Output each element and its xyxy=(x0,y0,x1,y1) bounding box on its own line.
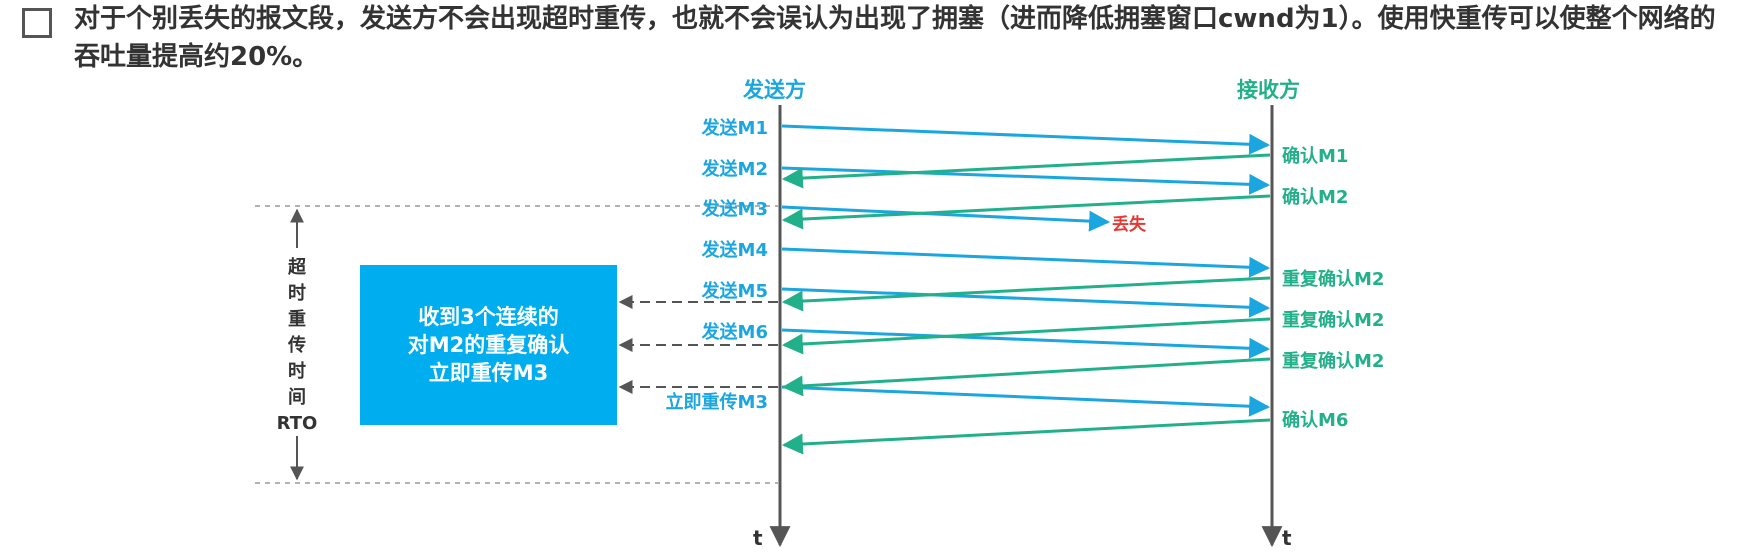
timeout-char: 传 xyxy=(288,335,306,356)
timeout-char: 时 xyxy=(288,361,306,382)
fast-retransmit-box: 收到3个连续的 对M2的重复确认 立即重传M3 xyxy=(360,265,617,425)
send-arrow-m5 xyxy=(781,287,1271,318)
timeout-char: 超 xyxy=(288,257,306,278)
timeout-label: 超 时 重 传 时 间 RTO xyxy=(274,255,320,437)
intro-text: 对于个别丢失的报文段，发送方不会出现超时重传，也就不会误认为出现了拥塞（进而降低… xyxy=(74,4,1716,72)
send-arrow-m3-lost xyxy=(781,205,1111,232)
send-label: 发送M6 xyxy=(701,322,768,343)
ack-label: 确认M1 xyxy=(1282,146,1349,167)
receiver-title: 接收方 xyxy=(1237,78,1300,102)
time-label-sender: t xyxy=(753,526,763,550)
send-label: 立即重传M3 xyxy=(665,392,768,413)
ack-label: 确认M2 xyxy=(1282,187,1349,208)
box-line: 收到3个连续的 xyxy=(418,305,559,329)
timeout-char: 重 xyxy=(288,309,306,330)
time-label-receiver: t xyxy=(1282,526,1292,550)
ack-label: 重复确认M2 xyxy=(1282,310,1385,331)
ack-arrow-m6 xyxy=(781,418,1271,455)
send-label: 发送M1 xyxy=(701,118,768,139)
timeout-rto: RTO xyxy=(276,413,318,434)
sender-title: 发送方 xyxy=(743,78,806,102)
ack-arrow-m2 xyxy=(781,194,1271,230)
ack-arrow-dup-2 xyxy=(781,317,1271,355)
box-line: 立即重传M3 xyxy=(428,361,549,385)
send-label: 发送M2 xyxy=(701,159,768,180)
send-label: 发送M4 xyxy=(701,240,768,261)
send-label: 发送M5 xyxy=(701,281,768,302)
ack-arrow-dup-1 xyxy=(781,276,1271,312)
timeout-char: 时 xyxy=(288,283,306,304)
ack-arrow-m1 xyxy=(781,153,1271,189)
send-label: 发送M3 xyxy=(701,199,768,220)
box-line: 对M2的重复确认 xyxy=(407,333,570,357)
send-arrow-m2 xyxy=(781,166,1271,195)
lost-label: 丢失 xyxy=(1112,215,1146,235)
send-arrow-m1 xyxy=(781,124,1271,155)
send-arrow-m4 xyxy=(781,247,1271,278)
ack-label: 重复确认M2 xyxy=(1282,351,1385,372)
send-arrow-m6 xyxy=(781,328,1271,359)
timeout-char: 间 xyxy=(288,387,306,408)
ack-label: 确认M6 xyxy=(1282,410,1349,431)
send-arrow-m3-retransmit xyxy=(781,385,1271,417)
checkbox-icon[interactable] xyxy=(22,8,52,38)
ack-arrow-dup-3 xyxy=(781,357,1271,397)
ack-label: 重复确认M2 xyxy=(1282,269,1385,290)
